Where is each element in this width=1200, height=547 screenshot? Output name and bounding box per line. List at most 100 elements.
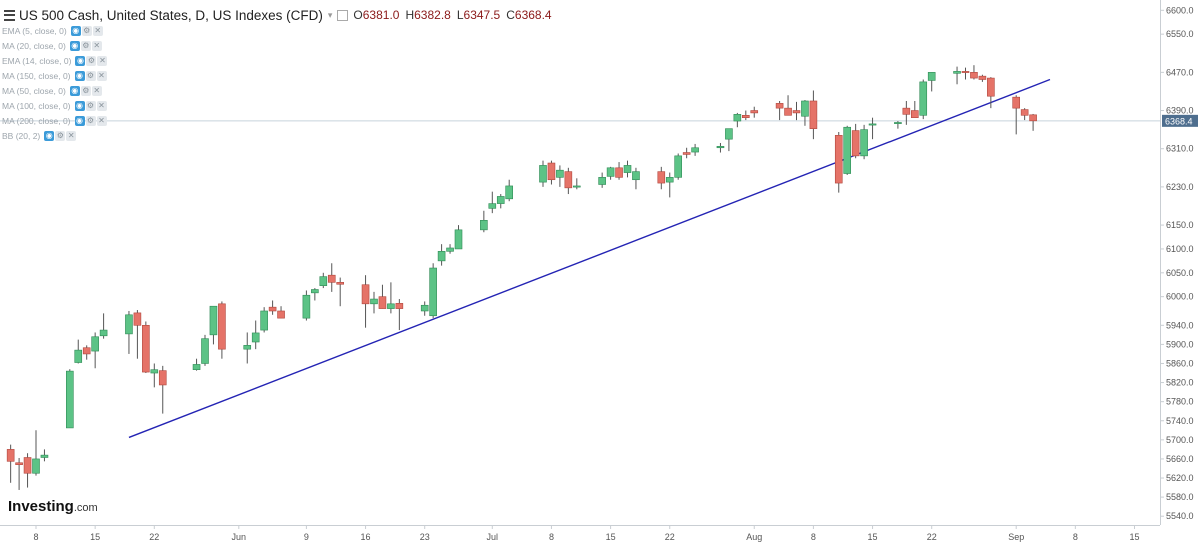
candle-body [420,304,429,312]
y-tick-label: 6470.0 [1166,67,1194,77]
close-icon[interactable]: ✕ [91,40,102,51]
indicator-row: MA (150, close, 0) ◉ ⚙ ✕ [2,69,107,82]
y-tick-label: 5580.0 [1166,492,1194,502]
candle [488,191,497,214]
ohlc-high: H6382.8 [405,8,451,22]
candle-body [488,203,497,209]
hamburger-icon[interactable] [4,9,15,21]
gear-icon[interactable]: ⚙ [85,70,96,81]
close-icon[interactable]: ✕ [96,70,107,81]
candle [851,123,860,159]
x-tick-label: 9 [304,532,309,542]
close-icon[interactable]: ✕ [96,100,107,111]
eye-icon[interactable]: ◉ [75,55,86,66]
candle-body [32,458,40,474]
candle-body [74,349,83,363]
gear-icon[interactable]: ⚙ [86,55,97,66]
candle [302,290,311,321]
y-tick-label: 5900.0 [1166,339,1194,349]
gear-icon[interactable]: ⚙ [85,100,96,111]
candle-body [716,146,725,149]
candle-body [302,294,311,319]
candle-body [133,312,142,326]
candle-body [209,305,218,336]
candle [910,100,919,118]
eye-icon[interactable]: ◉ [70,25,81,36]
indicator-row: MA (100, close, 0) ◉ ⚙ ✕ [2,99,107,112]
eye-icon[interactable]: ◉ [74,70,85,81]
candle [480,210,488,233]
candle [598,172,606,188]
y-tick-label: 5540.0 [1166,511,1194,521]
candle-body [910,110,919,118]
eye-icon[interactable]: ◉ [69,85,80,96]
candle [784,95,792,116]
y-tick-label: 6100.0 [1166,244,1194,254]
gear-icon[interactable]: ⚙ [81,25,92,36]
candle [454,225,463,250]
y-tick-label: 5860.0 [1166,358,1194,368]
candle [741,110,750,121]
gear-icon[interactable]: ⚙ [85,115,96,126]
candle-body [437,251,446,262]
candle [868,117,877,140]
candle-body [741,114,750,118]
candle [1029,113,1037,131]
candle-body [547,162,556,181]
x-tick-label: 23 [420,532,430,542]
x-tick-label: 22 [149,532,159,542]
indicator-row: MA (50, close, 0) ◉ ⚙ ✕ [2,84,102,97]
candles [6,65,1037,490]
chevron-down-icon[interactable]: ▾ [327,9,333,20]
investing-logo[interactable]: Investing.com [8,498,98,516]
candle-body [564,171,573,189]
gear-icon[interactable]: ⚙ [80,85,91,96]
x-tick-label: 8 [33,532,38,542]
gear-icon[interactable]: ⚙ [80,40,91,51]
candle [260,307,268,333]
candle [370,291,378,314]
candle [843,125,852,175]
candle [150,363,159,388]
close-icon[interactable]: ✕ [97,55,108,66]
close-icon[interactable]: ✕ [66,130,77,141]
symbol-settings-checkbox[interactable] [337,9,349,21]
y-tick-label: 5940.0 [1166,320,1194,330]
candle [251,320,260,350]
candle [961,67,970,80]
candle-body [961,71,970,73]
candle-body [496,196,505,204]
candle [66,369,74,429]
candle-body [150,369,159,374]
indicator-label: BB (20, 2) [2,130,41,141]
candle-body [801,100,809,117]
candle-body [1012,96,1021,109]
x-tick-label: 15 [90,532,100,542]
eye-icon[interactable]: ◉ [44,130,55,141]
candle-body [192,364,201,370]
candle-body [970,72,978,79]
x-tick-label: Aug [746,532,762,542]
close-icon[interactable]: ✕ [92,25,103,36]
candle-body [268,306,277,312]
candle-body [1020,109,1029,116]
eye-icon[interactable]: ◉ [74,115,85,126]
candle-body [775,103,784,109]
candle-body [91,336,99,352]
eye-icon[interactable]: ◉ [69,40,80,51]
candle [243,332,252,364]
close-icon[interactable]: ✕ [96,115,107,126]
last-price-label: 6368.4 [1165,116,1193,126]
indicator-row: MA (200, close, 0) ◉ ⚙ ✕ [2,114,107,127]
indicator-row: BB (20, 2) ◉ ⚙ ✕ [2,129,77,142]
eye-icon[interactable]: ◉ [74,100,85,111]
y-tick-label: 6600.0 [1166,5,1194,15]
trendline[interactable] [128,78,1051,439]
candle [327,263,336,292]
candle [420,301,429,316]
candle-body [319,276,328,286]
gear-icon[interactable]: ⚙ [55,130,66,141]
indicator-label: MA (20, close, 0) [2,40,66,51]
close-icon[interactable]: ✕ [91,85,102,96]
